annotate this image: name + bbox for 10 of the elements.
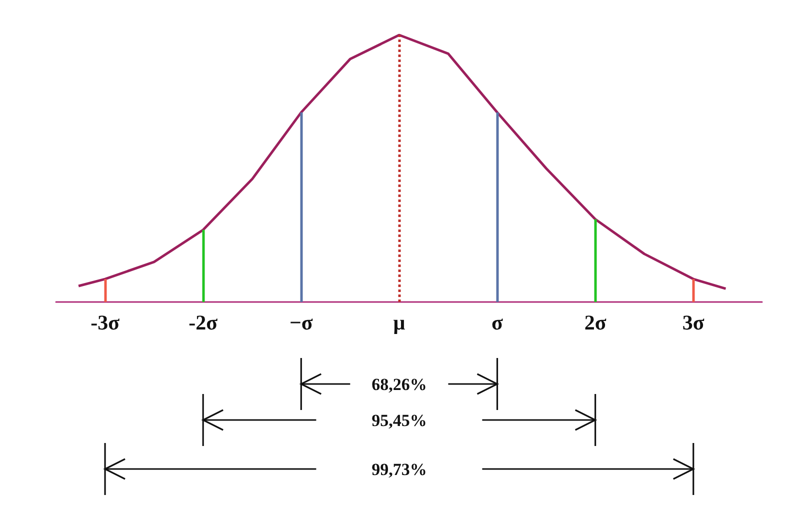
x-tick-label: 2σ [584,310,607,334]
x-tick-label: σ [492,310,504,334]
x-tick-label: -2σ [188,310,218,334]
x-tick-label: −σ [289,310,314,334]
x-tick-label: μ [393,310,406,334]
text: 95,45% [372,411,427,430]
x-tick-label: -3σ [90,310,120,334]
x-tick-label: 3σ [682,310,705,334]
text: 68,26% [372,375,427,394]
text: 99,73% [372,460,427,479]
